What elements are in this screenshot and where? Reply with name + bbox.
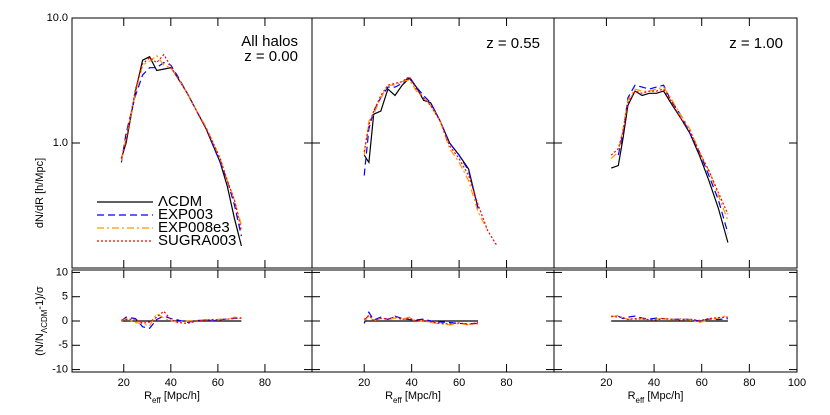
series-line xyxy=(611,314,729,324)
y-axis-label: (N/NΛCDM-1)/σ xyxy=(34,286,49,356)
x-tick-label: 40 xyxy=(648,377,660,389)
x-axis-label-part: eff xyxy=(636,396,646,405)
y-tick-label: 5 xyxy=(62,291,68,303)
x-tick-label: 20 xyxy=(358,377,370,389)
series-line xyxy=(121,312,242,327)
x-axis-label: Reff [Mpc/h] xyxy=(385,390,441,405)
x-axis-label-part: eff xyxy=(152,396,162,405)
panel-annotation: z = 1.00 xyxy=(729,35,783,52)
x-tick-label: 40 xyxy=(165,377,177,389)
x-axis-label-part: R xyxy=(144,390,152,402)
series-line xyxy=(363,79,489,231)
x-tick-label: 60 xyxy=(453,377,465,389)
y-tick-label: -5 xyxy=(58,339,68,351)
y-axis-label: dN/dR [h/Mpc] xyxy=(34,158,46,228)
x-axis-label-part: [Mpc/h] xyxy=(402,390,441,402)
y-axis-label-part: (N/N xyxy=(34,333,46,356)
panel-annotation: All halos xyxy=(241,33,298,50)
x-tick-label: 80 xyxy=(259,377,271,389)
series-line xyxy=(120,61,242,237)
x-axis-label-part: R xyxy=(628,390,636,402)
x-axis-label-part: eff xyxy=(393,396,403,405)
series-line xyxy=(611,90,729,243)
x-tick-label: 40 xyxy=(406,377,418,389)
x-tick-label: 80 xyxy=(743,377,755,389)
x-axis-label: Reff [Mpc/h] xyxy=(144,390,200,405)
series-line xyxy=(363,314,479,326)
series-line xyxy=(611,315,728,322)
plot-frame xyxy=(311,17,555,269)
series-line xyxy=(617,84,729,234)
y-tick-label: 10.0 xyxy=(47,12,68,24)
series-line xyxy=(363,75,498,247)
plot-frame xyxy=(553,17,798,269)
x-axis-label: Reff [Mpc/h] xyxy=(628,390,684,405)
series-line xyxy=(120,54,242,226)
x-tick-label: 100 xyxy=(788,377,806,389)
y-axis-label-part: ΛCDM xyxy=(40,309,49,333)
x-tick-label: 20 xyxy=(118,377,130,389)
x-tick-label: 60 xyxy=(696,377,708,389)
series-line xyxy=(120,53,242,231)
series-line xyxy=(121,310,242,325)
series-line xyxy=(121,315,242,329)
x-axis-label-part: R xyxy=(385,390,393,402)
legend-label: SUGRA003 xyxy=(158,232,236,249)
x-tick-label: 20 xyxy=(600,377,612,389)
y-tick-label: 1.0 xyxy=(53,137,68,149)
series-line xyxy=(610,88,729,215)
y-tick-label: -10 xyxy=(52,363,68,375)
x-axis-label-part: [Mpc/h] xyxy=(644,390,683,402)
panel-annotation: z = 0.55 xyxy=(486,35,540,52)
x-axis-label-part: [Mpc/h] xyxy=(161,390,200,402)
y-tick-label: 0 xyxy=(62,315,68,327)
panel-annotation: z = 0.00 xyxy=(244,48,298,65)
legend-label: EXP003 xyxy=(158,206,213,223)
y-axis-label-part: -1)/σ xyxy=(34,286,46,310)
x-tick-label: 80 xyxy=(500,377,512,389)
x-tick-label: 60 xyxy=(212,377,224,389)
y-tick-label: 10 xyxy=(56,266,68,278)
legend-label: EXP008e3 xyxy=(158,219,230,236)
legend-label: ΛCDM xyxy=(158,193,202,210)
series-line xyxy=(610,86,729,221)
